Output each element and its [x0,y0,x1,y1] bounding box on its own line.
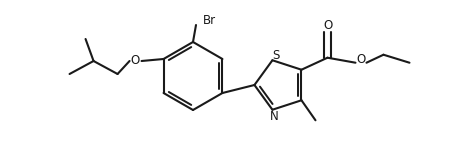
Text: S: S [272,49,279,62]
Text: O: O [130,53,139,66]
Text: N: N [269,110,278,123]
Text: O: O [323,19,332,32]
Text: O: O [356,53,365,66]
Text: Br: Br [202,13,215,26]
